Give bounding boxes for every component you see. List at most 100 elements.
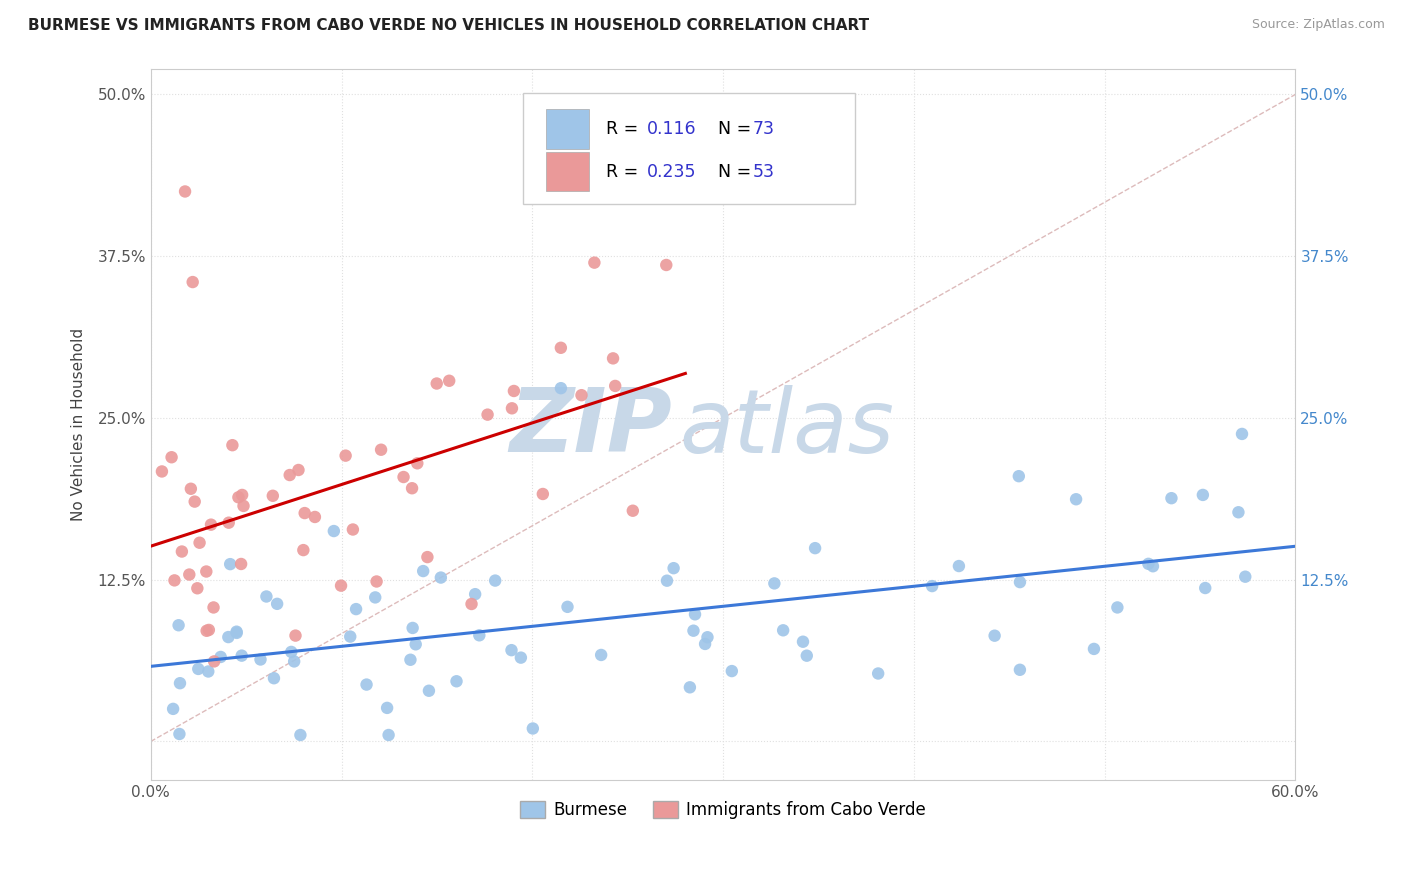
Point <box>1234 570 1257 584</box>
Point <box>1008 469 1031 483</box>
Point <box>583 255 606 269</box>
Point <box>231 648 253 663</box>
Point <box>426 376 449 391</box>
Point <box>602 351 624 366</box>
Point <box>283 655 305 669</box>
Point <box>342 523 364 537</box>
Point <box>356 677 378 691</box>
Text: 53: 53 <box>752 162 775 181</box>
Point <box>181 275 204 289</box>
Point <box>401 481 423 495</box>
Point <box>150 465 173 479</box>
Point <box>339 630 361 644</box>
Point <box>772 624 794 638</box>
Point <box>477 408 499 422</box>
Text: R =: R = <box>606 162 644 181</box>
Point <box>605 379 627 393</box>
Legend: Burmese, Immigrants from Cabo Verde: Burmese, Immigrants from Cabo Verde <box>513 794 932 825</box>
Point <box>509 650 531 665</box>
Point <box>531 487 554 501</box>
Point <box>364 591 387 605</box>
Point <box>591 648 613 662</box>
Point <box>763 576 786 591</box>
Point <box>430 570 453 584</box>
Point <box>468 628 491 642</box>
Point <box>1192 488 1215 502</box>
Point <box>183 494 205 508</box>
Point <box>696 630 718 644</box>
Point <box>198 623 221 637</box>
Text: N =: N = <box>707 162 756 181</box>
Point <box>249 652 271 666</box>
Point <box>187 662 209 676</box>
Y-axis label: No Vehicles in Household: No Vehicles in Household <box>72 328 86 521</box>
Point <box>550 341 572 355</box>
Point <box>266 597 288 611</box>
Point <box>503 384 526 398</box>
Text: Source: ZipAtlas.com: Source: ZipAtlas.com <box>1251 18 1385 31</box>
Point <box>405 637 427 651</box>
Point <box>1230 426 1253 441</box>
Point <box>399 653 422 667</box>
Text: 0.235: 0.235 <box>647 162 696 181</box>
Point <box>1107 600 1129 615</box>
Point <box>437 374 460 388</box>
Point <box>983 629 1005 643</box>
Point <box>1142 559 1164 574</box>
Point <box>655 574 678 588</box>
Point <box>160 450 183 465</box>
Point <box>344 602 367 616</box>
Point <box>162 702 184 716</box>
Point <box>484 574 506 588</box>
Point <box>1083 641 1105 656</box>
Point <box>501 643 523 657</box>
Point <box>1008 575 1031 590</box>
Point <box>232 499 254 513</box>
Point <box>179 567 201 582</box>
Point <box>1064 492 1087 507</box>
Point <box>280 645 302 659</box>
Point <box>290 728 312 742</box>
Point <box>682 624 704 638</box>
Point <box>550 381 572 395</box>
Point <box>796 648 818 663</box>
Point <box>460 597 482 611</box>
Point <box>197 665 219 679</box>
Point <box>446 674 468 689</box>
Point <box>219 557 242 571</box>
Point <box>163 574 186 588</box>
Point <box>1008 663 1031 677</box>
Point <box>221 438 243 452</box>
Point <box>195 624 218 638</box>
Point <box>169 676 191 690</box>
Bar <box>546 153 589 191</box>
Point <box>655 258 678 272</box>
Point <box>170 544 193 558</box>
Point <box>287 463 309 477</box>
Point <box>188 535 211 549</box>
Point <box>501 401 523 416</box>
Point <box>370 442 392 457</box>
Point <box>228 491 250 505</box>
Text: BURMESE VS IMMIGRANTS FROM CABO VERDE NO VEHICLES IN HOUSEHOLD CORRELATION CHART: BURMESE VS IMMIGRANTS FROM CABO VERDE NO… <box>28 18 869 33</box>
Point <box>416 550 439 565</box>
Point <box>375 701 398 715</box>
Point <box>1227 505 1250 519</box>
Point <box>202 600 225 615</box>
Point <box>169 727 191 741</box>
Point <box>679 681 702 695</box>
Point <box>1160 491 1182 505</box>
Point <box>200 517 222 532</box>
Point <box>322 524 344 538</box>
Point <box>522 722 544 736</box>
Point <box>693 637 716 651</box>
Point <box>683 607 706 622</box>
Point <box>278 468 301 483</box>
Point <box>868 666 890 681</box>
Text: 0.116: 0.116 <box>647 120 696 138</box>
Point <box>262 489 284 503</box>
Point <box>1194 581 1216 595</box>
FancyBboxPatch shape <box>523 94 855 203</box>
Point <box>366 574 388 589</box>
Point <box>174 185 197 199</box>
